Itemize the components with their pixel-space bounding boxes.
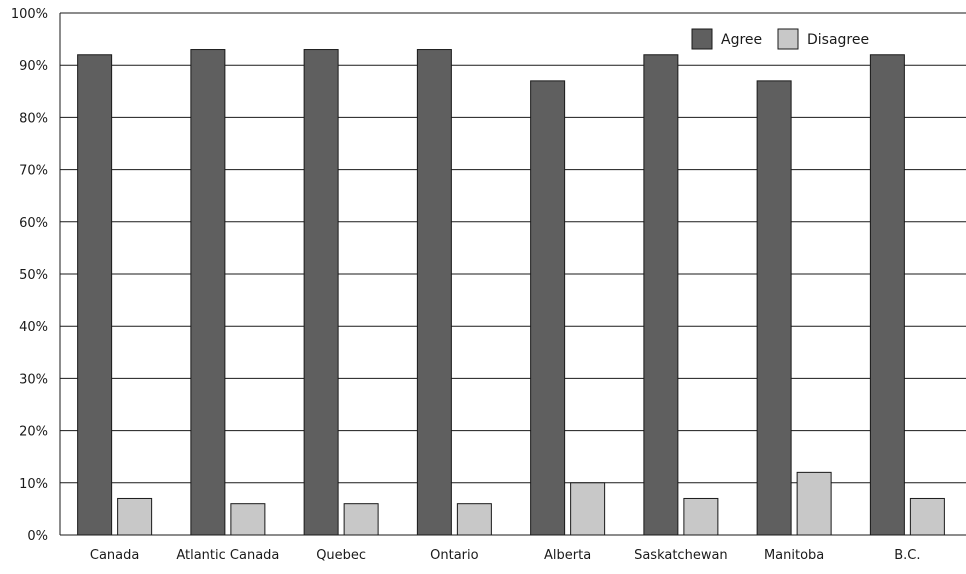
bar-agree-saskatchewan: [643, 54, 679, 536]
legend: Agree Disagree: [691, 28, 869, 50]
bar-agree-ontario: [416, 49, 452, 536]
bar-disagree-atlantic-canada: [230, 503, 266, 536]
y-tick-label: 20%: [19, 425, 48, 440]
y-axis-ticks: 0% 10% 20% 30% 40% 50% 60% 70% 80% 90% 100%: [11, 7, 48, 544]
y-tick-label: 40%: [19, 320, 48, 335]
bar-agree-manitoba: [756, 80, 792, 536]
legend-swatch-disagree: [777, 28, 799, 50]
bar-agree-alberta: [530, 80, 566, 536]
y-tick-label: 100%: [11, 7, 48, 22]
x-tick-label: Ontario: [430, 548, 478, 563]
bar-disagree-canada: [117, 497, 153, 536]
bar-disagree-manitoba: [796, 471, 832, 536]
y-tick-label: 90%: [19, 59, 48, 74]
y-tick-label: 80%: [19, 111, 48, 126]
y-tick-label: 60%: [19, 216, 48, 231]
bar-agree-atlantic-canada: [190, 49, 226, 536]
bar-agree-canada: [77, 54, 113, 536]
legend-swatch-agree: [691, 28, 713, 50]
x-tick-label: Manitoba: [764, 548, 824, 563]
x-axis-labels: Canada Atlantic Canada Quebec Ontario Albert…: [90, 548, 921, 563]
bar-disagree-alberta: [570, 482, 606, 536]
x-tick-label: Alberta: [544, 548, 591, 563]
x-tick-label: B.C.: [894, 548, 920, 563]
y-tick-label: 30%: [19, 372, 48, 387]
x-tick-label: Canada: [90, 548, 139, 563]
bar-disagree-b-c: [909, 497, 945, 536]
bar-disagree-ontario: [456, 503, 492, 536]
bars: [77, 49, 945, 536]
bar-agree-b-c: [869, 54, 905, 536]
y-tick-label: 70%: [19, 164, 48, 179]
y-tick-label: 50%: [19, 268, 48, 283]
legend-label-disagree: Disagree: [807, 32, 869, 48]
bar-disagree-saskatchewan: [683, 497, 719, 536]
y-tick-label: 0%: [27, 529, 48, 544]
x-tick-label: Quebec: [316, 548, 366, 563]
bar-disagree-quebec: [343, 503, 379, 536]
bar-agree-quebec: [303, 49, 339, 536]
x-tick-label: Saskatchewan: [634, 548, 728, 563]
x-tick-label: Atlantic Canada: [176, 548, 279, 563]
y-tick-label: 10%: [19, 477, 48, 492]
legend-label-agree: Agree: [721, 32, 762, 48]
